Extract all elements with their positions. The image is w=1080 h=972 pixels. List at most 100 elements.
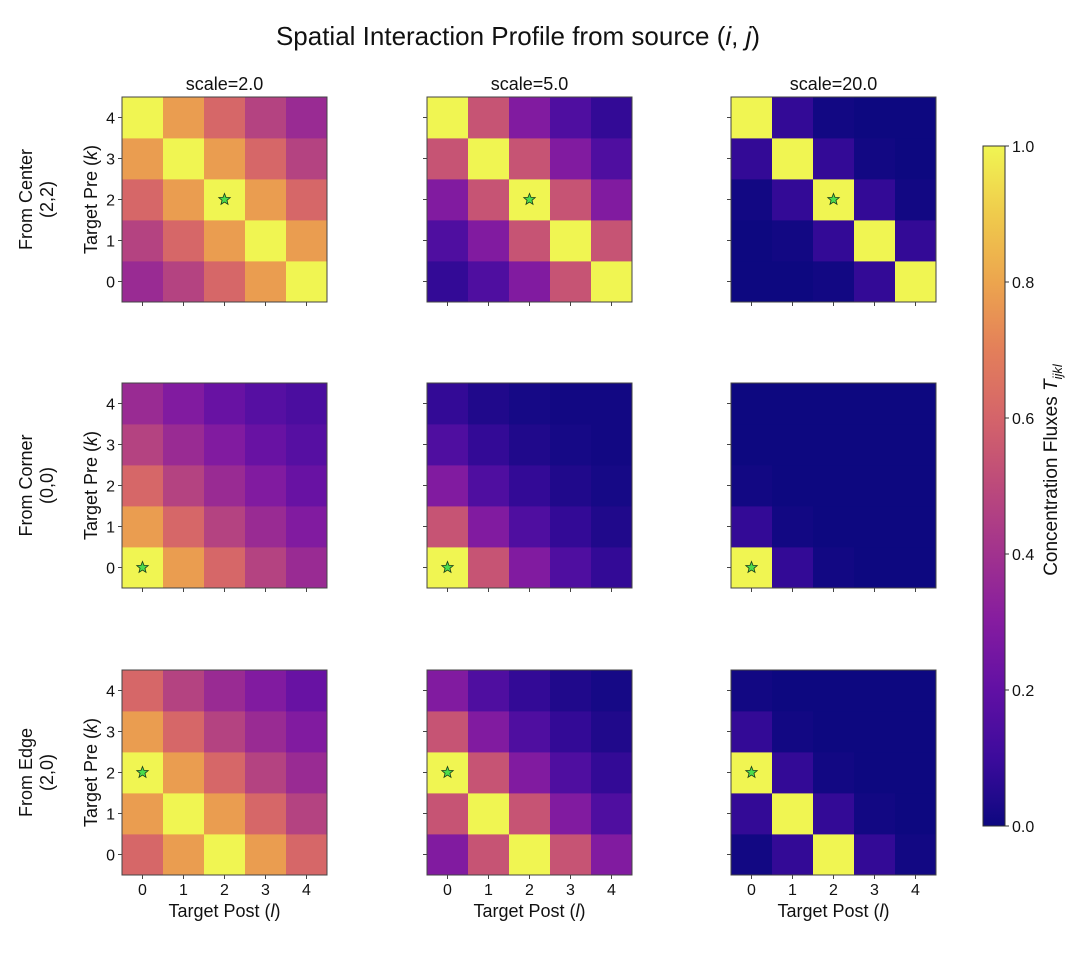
x-tick-label: 2	[220, 882, 229, 899]
heatmap-cell	[813, 752, 855, 794]
colorbar-label-text: Concentration Fluxes	[1041, 391, 1062, 576]
y-axis-label-var: k	[81, 723, 101, 733]
row-label-line2: (2,2)	[37, 181, 57, 218]
heatmap-cell	[163, 424, 205, 466]
heatmap-cell	[813, 793, 855, 835]
y-axis-label: Target Pre (k)	[81, 718, 101, 827]
heatmap-cell	[731, 670, 773, 712]
heatmap-cell	[122, 670, 164, 712]
y-tick-label: 2	[106, 479, 115, 496]
heatmap-cell	[550, 752, 592, 794]
heatmap-cell	[895, 383, 937, 425]
y-axis-label-var: k	[81, 150, 101, 160]
heatmap-cell	[550, 506, 592, 548]
heatmap-cell	[854, 793, 896, 835]
heatmap-cell	[813, 383, 855, 425]
x-axis-label-close: )	[275, 901, 281, 921]
heatmap-cell	[286, 752, 328, 794]
heatmap-cell	[468, 424, 510, 466]
heatmap-cell	[813, 711, 855, 753]
heatmap-cell	[895, 220, 937, 262]
heatmap-cell	[550, 547, 592, 589]
heatmap-cell	[591, 97, 633, 139]
heatmap-cell	[509, 506, 551, 548]
heatmap-cell	[286, 97, 328, 139]
heatmap-cell	[550, 670, 592, 712]
x-tick-label: 1	[484, 882, 493, 899]
heatmap-cell	[468, 547, 510, 589]
heatmap-cell	[245, 834, 287, 876]
heatmap-cell	[854, 97, 896, 139]
heatmap-cell	[772, 424, 814, 466]
x-tick-label: 4	[607, 882, 616, 899]
heatmap-cell	[427, 424, 469, 466]
heatmap-cell	[772, 383, 814, 425]
heatmap-cell	[204, 793, 246, 835]
colorbar: 0.0 0.2 0.4 0.6 0.8 1.0 Concentration Fluxes T…	[982, 139, 1065, 836]
heatmap-cell	[854, 424, 896, 466]
heatmap-cell	[286, 261, 328, 303]
y-axis-label-close: )	[81, 145, 101, 151]
heatmap-cell	[813, 138, 855, 180]
heatmap-cell	[731, 138, 773, 180]
heatmap-cell	[468, 711, 510, 753]
heatmap-cell	[204, 752, 246, 794]
heatmap-cell	[286, 670, 328, 712]
heatmap-cell	[813, 465, 855, 507]
heatmap-cell	[813, 261, 855, 303]
heatmap-cell	[163, 670, 205, 712]
heatmap-cell	[122, 793, 164, 835]
row-label-line1: From Corner	[16, 434, 36, 536]
heatmap-cell	[509, 220, 551, 262]
row-label-line2: (2,0)	[37, 754, 57, 791]
heatmap-cell	[591, 465, 633, 507]
heatmap-cell	[468, 220, 510, 262]
heatmap-cell	[772, 506, 814, 548]
y-axis-label-close: )	[81, 431, 101, 437]
heatmap-cell	[854, 752, 896, 794]
x-axis-label-var: l	[880, 901, 885, 921]
heatmap-cell	[895, 506, 937, 548]
heatmap-cell	[286, 711, 328, 753]
colorbar-gradient	[982, 145, 1006, 827]
heatmap-cell	[895, 424, 937, 466]
x-tick-label: 1	[788, 882, 797, 899]
heatmap-cell	[245, 793, 287, 835]
heatmap-cell	[427, 138, 469, 180]
column-title: scale=20.0	[790, 74, 878, 94]
heatmap-cell	[772, 711, 814, 753]
colorbar-tick-label: 0.0	[1012, 819, 1034, 836]
heatmap-cell	[895, 97, 937, 139]
heatmap-cell	[731, 834, 773, 876]
y-tick-label: 3	[106, 725, 115, 742]
heatmap-cell	[591, 834, 633, 876]
heatmap-panel: 0 0 1 1 2 2 3 3 4 4 Target Post (l)	[106, 669, 328, 921]
x-axis-label-close: )	[580, 901, 586, 921]
x-tick-label: 2	[525, 882, 534, 899]
y-tick-label: 2	[106, 193, 115, 210]
heatmap-cell	[122, 261, 164, 303]
heatmap-cell	[468, 383, 510, 425]
x-axis-label-text: Target Post (	[777, 901, 879, 921]
heatmap-cell	[163, 97, 205, 139]
heatmap-cell	[286, 138, 328, 180]
row-label-line2: (0,0)	[37, 467, 57, 504]
heatmap-cell	[813, 97, 855, 139]
source-star-marker	[135, 560, 150, 574]
heatmap-cell	[427, 670, 469, 712]
title-text: Spatial Interaction Profile from source …	[276, 21, 726, 51]
heatmap-cell	[895, 547, 937, 589]
row-label: From Corner(0,0)	[16, 434, 57, 536]
y-tick-label: 1	[106, 807, 115, 824]
heatmap-cell	[122, 465, 164, 507]
heatmap-cell	[245, 711, 287, 753]
heatmap-cell	[895, 752, 937, 794]
heatmap-cell	[122, 383, 164, 425]
heatmap-panel: 0 1 2 3 4 Target Post (l)	[423, 669, 633, 921]
heatmap-cell	[286, 220, 328, 262]
heatmap-cell	[468, 97, 510, 139]
heatmap-cell	[813, 424, 855, 466]
heatmap-panel	[727, 382, 937, 592]
heatmap-cell	[509, 547, 551, 589]
heatmap-panel: scale=20.0	[727, 74, 937, 306]
